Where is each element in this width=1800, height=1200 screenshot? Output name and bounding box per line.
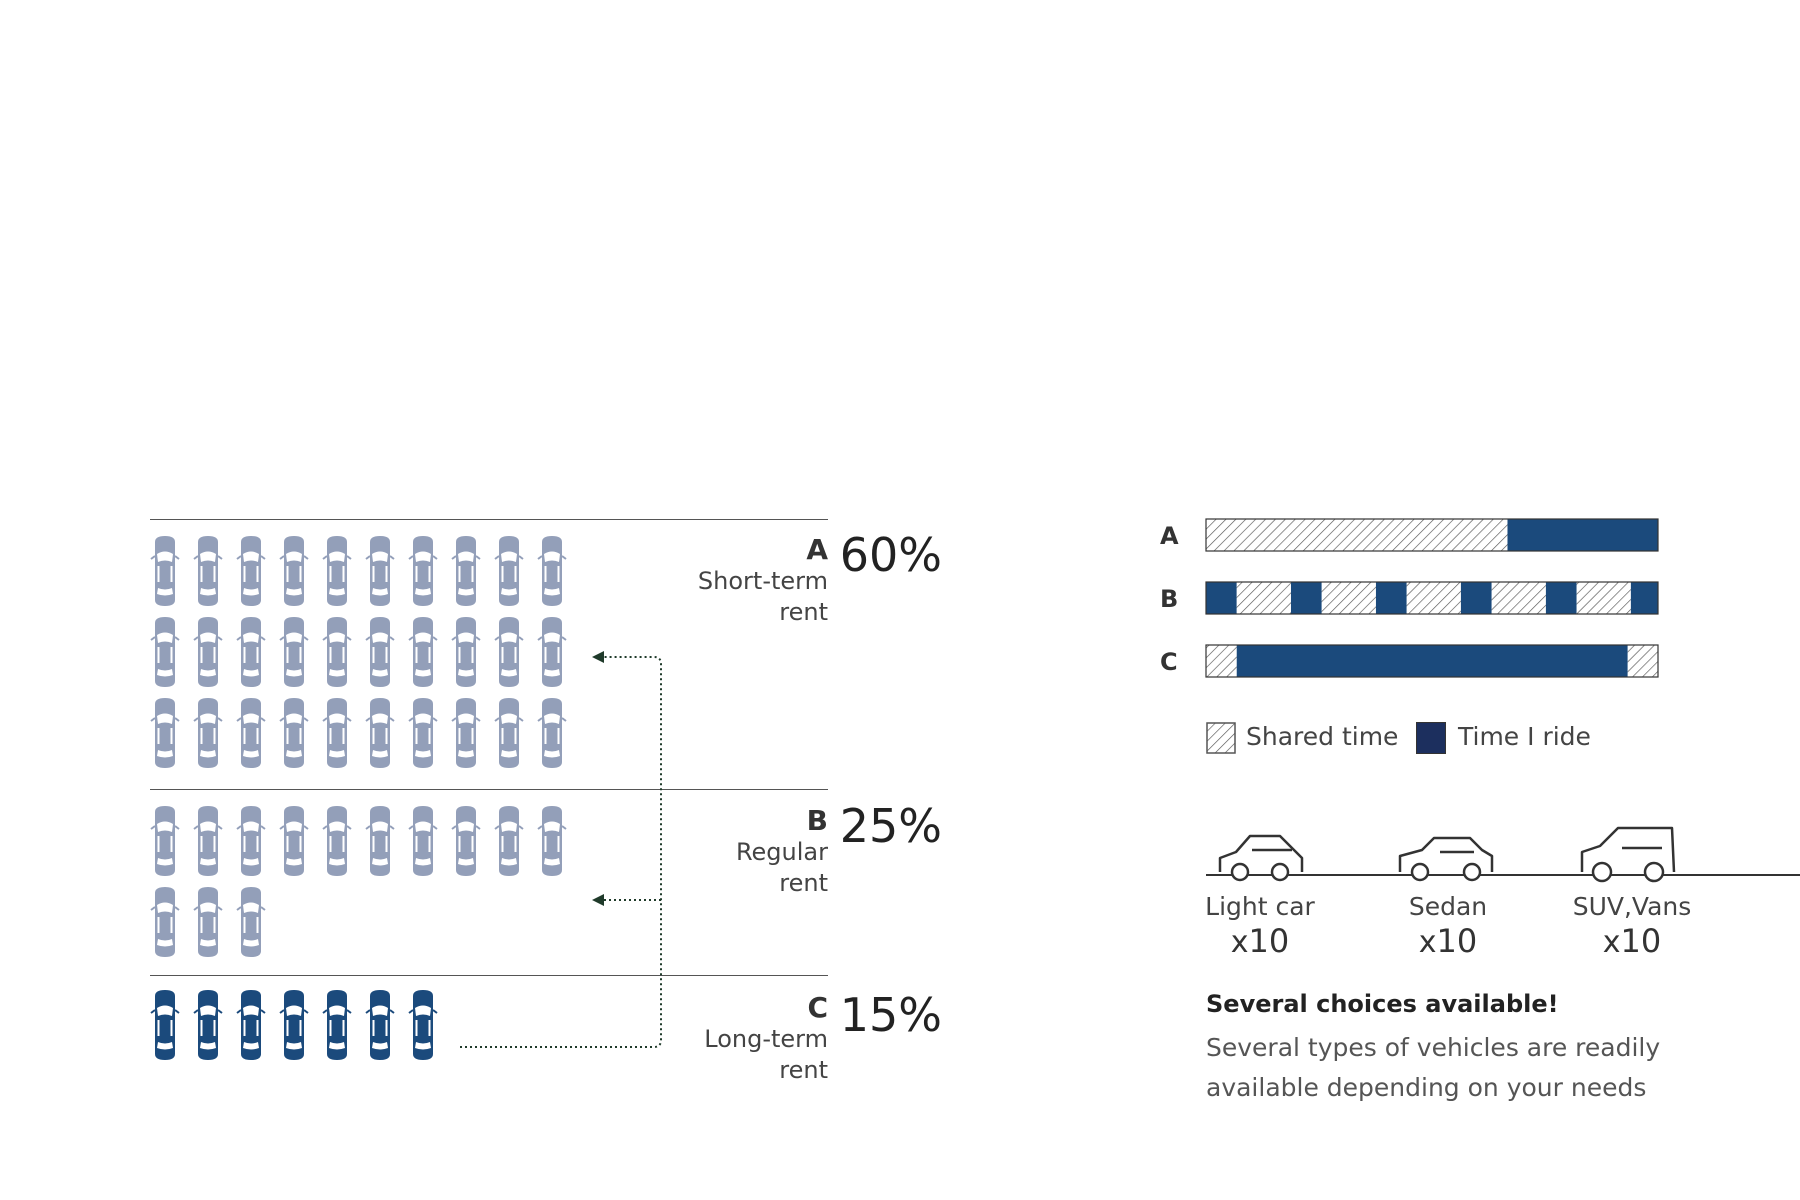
category-c-label-line1: Long-term <box>704 1025 828 1053</box>
divider-top <box>150 519 828 520</box>
note-title: Several choices available! <box>1206 990 1559 1018</box>
vehicle-sedan-number: 10 <box>1436 922 1478 960</box>
vehicle-light-car-count: x10 <box>1180 922 1340 960</box>
light-car-icon <box>1218 834 1304 882</box>
suv-icon <box>1580 826 1676 883</box>
bar-a-segment-ride <box>1507 519 1658 551</box>
bar-a-letter: A <box>1160 522 1179 550</box>
bar-b-letter: B <box>1160 585 1179 613</box>
divider-bc <box>150 975 828 976</box>
legend-ride-swatch <box>1416 722 1446 754</box>
category-a-label-line1: Short-term <box>697 567 828 595</box>
divider-ab <box>150 789 828 790</box>
category-b-label-line1: Regular <box>735 838 828 866</box>
bar-c-segment-ride <box>1236 645 1628 677</box>
bar-b-segment-ride <box>1290 582 1322 614</box>
category-b-label-line2: rent <box>779 869 828 897</box>
bar-b-segment-ride <box>1460 582 1492 614</box>
arrow-c-connector <box>460 656 662 1048</box>
bar-b-outline <box>1205 581 1659 615</box>
vehicle-suv-number: 10 <box>1620 922 1662 960</box>
bar-c-outline <box>1205 644 1659 678</box>
legend-shared-label: Shared time <box>1246 722 1399 751</box>
category-c-letter: C <box>807 991 828 1024</box>
arrowhead-b <box>592 894 604 906</box>
category-c-percent: 15% <box>839 988 942 1042</box>
bar-b-segment-ride <box>1206 582 1237 614</box>
legend-ride-label: Time I ride <box>1458 722 1591 751</box>
time-bars-chart <box>1205 518 1659 678</box>
bar-b-segment-shared <box>1236 582 1291 614</box>
category-b-percent-value: 25% <box>839 799 942 853</box>
bar-c-segment-shared <box>1206 645 1237 677</box>
bar-a-outline <box>1205 518 1659 552</box>
bar-b-segment-shared <box>1576 582 1631 614</box>
bar-b-segment-ride <box>1630 582 1658 614</box>
vehicle-sedan-multiplier: x <box>1418 925 1437 960</box>
vehicle-light-car-multiplier: x <box>1230 925 1249 960</box>
category-a-label-line2: rent <box>779 598 828 626</box>
category-c-label: Long-term rent <box>620 1024 828 1086</box>
bar-b-segment-ride <box>1375 582 1407 614</box>
bar-b-segment-shared <box>1406 582 1461 614</box>
bar-a-segment-shared <box>1206 519 1508 551</box>
category-b-label: Regular rent <box>620 837 828 899</box>
category-c-label-line2: rent <box>779 1056 828 1084</box>
vehicle-suv-label: SUV,Vans <box>1572 892 1692 921</box>
vehicle-light-car-label: Light car <box>1205 892 1315 921</box>
bar-c-letter: C <box>1160 648 1178 676</box>
bar-c-segment-shared <box>1627 645 1658 677</box>
category-a-letter: A <box>806 533 828 566</box>
bar-b-segment-shared <box>1491 582 1546 614</box>
vehicle-sedan-label: Sedan <box>1408 892 1488 921</box>
bar-b-segment-ride <box>1545 582 1577 614</box>
vehicle-light-car-number: 10 <box>1248 922 1290 960</box>
category-a-label: Short-term rent <box>620 566 828 628</box>
vehicle-suv-count: x10 <box>1552 922 1712 960</box>
bar-b-segment-shared <box>1321 582 1376 614</box>
vehicle-sedan-count: x10 <box>1368 922 1528 960</box>
category-b-letter: B <box>806 804 828 837</box>
note-body: Several types of vehicles are readily av… <box>1206 1033 1661 1102</box>
legend-shared-swatch <box>1206 722 1236 754</box>
vehicle-suv-multiplier: x <box>1602 925 1621 960</box>
arrowhead-a <box>592 651 604 663</box>
sedan-icon <box>1398 836 1494 882</box>
category-a-percent: 60% <box>839 528 942 582</box>
